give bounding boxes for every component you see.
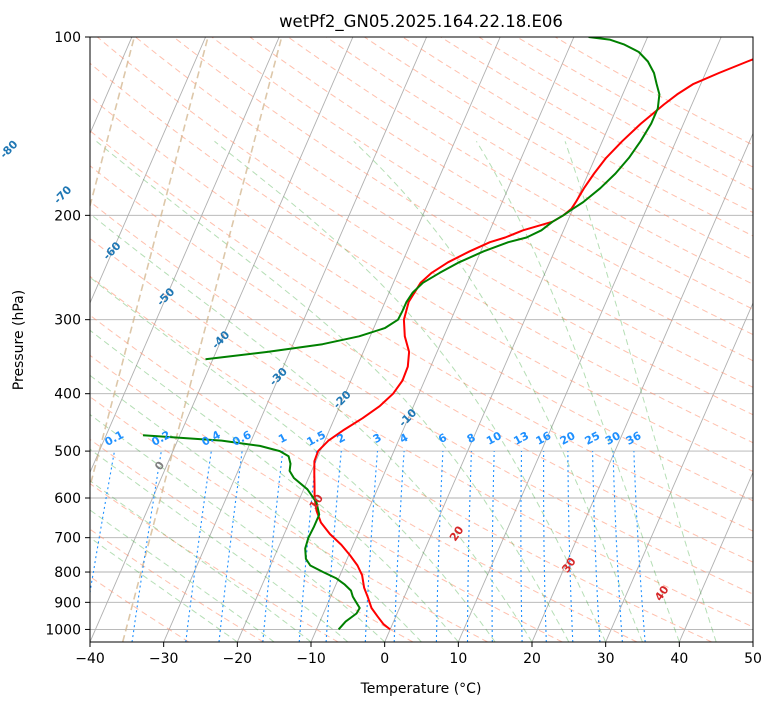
mixing-ratio-line <box>466 451 473 642</box>
x-tick-label: 40 <box>670 651 688 667</box>
dry-adiabat-line <box>364 37 753 261</box>
y-tick-label: 100 <box>54 30 81 46</box>
mixing-ratio-line <box>90 450 116 596</box>
profile-line-1 <box>142 434 361 631</box>
x-tick-label: −30 <box>149 651 179 667</box>
dry-adiabat-line <box>90 200 753 595</box>
isotherm-line <box>163 37 428 642</box>
dry-adiabat-line <box>90 165 753 563</box>
isotherm-line <box>531 132 753 642</box>
mixing-ratio-line <box>185 451 212 642</box>
dry-adiabat-line <box>90 354 563 642</box>
isotherm-line <box>90 37 280 474</box>
mixing-ratio-line <box>364 451 379 642</box>
y-tick-label: 700 <box>54 531 81 547</box>
dry-adiabat-line <box>440 37 753 214</box>
dry-adiabat-line <box>554 37 753 146</box>
data-layer <box>142 37 753 631</box>
x-tick-label: 50 <box>744 651 762 667</box>
dry-adiabat-line <box>90 96 753 502</box>
dry-adiabat-line <box>90 130 753 532</box>
y-tick-label: 400 <box>54 387 81 403</box>
mixing-ratio-line <box>262 451 284 642</box>
y-tick-label: 900 <box>54 595 81 611</box>
dry-adiabat-line <box>516 37 753 168</box>
mixing-ratio-line <box>435 451 444 642</box>
x-tick-label: 20 <box>523 651 541 667</box>
x-tick-label: −40 <box>75 651 105 667</box>
mixing-ratio-line <box>592 451 601 642</box>
mixing-ratio-line <box>491 451 495 642</box>
dry-adiabat-line <box>90 314 638 642</box>
mixing-ratio-line <box>520 451 523 642</box>
mixing-ratio-label: 20 <box>558 429 578 448</box>
reference-curve <box>90 37 209 490</box>
isotherm-line <box>384 37 649 642</box>
y-tick-label: 800 <box>54 565 81 581</box>
mixing-ratio-label: 36 <box>624 429 644 448</box>
y-axis-title: Pressure (hPa) <box>11 290 27 390</box>
isotherm-line <box>457 37 722 642</box>
mixing-ratio-label: 30 <box>603 429 623 448</box>
mixing-ratio-line <box>218 451 243 642</box>
x-tick-label: 10 <box>449 651 467 667</box>
mixing-ratio-label: 10 <box>484 429 504 448</box>
moist-adiabat-line <box>90 480 312 642</box>
mixing-ratio-line <box>612 451 623 642</box>
chart-title: wetPf2_GN05.2025.164.22.18.E06 <box>279 12 563 32</box>
profile-line-2 <box>205 37 661 361</box>
mixing-ratio-line <box>131 451 162 642</box>
isotherm-line <box>678 471 753 642</box>
mixing-ratio-line <box>325 451 342 642</box>
isotherm-line <box>605 301 753 642</box>
moist-adiabat-line <box>214 140 607 642</box>
dry-adiabat-line <box>287 37 753 310</box>
x-tick-label: 30 <box>597 651 615 667</box>
dry-adiabat-line <box>96 37 753 444</box>
mixing-ratio-line <box>543 451 547 642</box>
moist-adiabat-line <box>564 141 717 642</box>
dry-adiabat-line <box>402 37 753 237</box>
x-tick-label: 0 <box>380 651 389 667</box>
moist-adiabat-line <box>90 329 459 642</box>
dry-adiabat-line <box>90 237 753 628</box>
y-tick-label: 300 <box>54 313 81 329</box>
dry-adiabat-line <box>90 62 753 472</box>
y-tick-label: 200 <box>54 208 81 224</box>
moist-adiabat-line <box>353 140 643 642</box>
x-axis-title: Temperature (°C) <box>360 681 482 697</box>
mixing-ratio-label: 25 <box>583 429 603 448</box>
dry-adiabat-line <box>326 37 753 285</box>
isotherm-line <box>236 37 501 642</box>
y-tick-label: 600 <box>54 491 81 507</box>
reference-curve <box>90 37 136 209</box>
y-tick-label: 500 <box>54 444 81 460</box>
mixing-ratio-label: 16 <box>534 429 554 448</box>
dry-adiabat-line <box>90 483 339 642</box>
x-tick-label: −20 <box>223 651 253 667</box>
profile-line-0 <box>313 58 753 631</box>
mixing-ratio-label: 13 <box>511 429 531 448</box>
moist-adiabat-line <box>90 276 496 642</box>
axes: −40 −30 −20 −10 0 10 20 30 40 50 100 200 300 400 500 60… <box>45 30 762 667</box>
dry-adiabat-line <box>478 37 753 191</box>
moist-adiabat-line <box>475 141 680 642</box>
x-tick-label: −10 <box>296 651 326 667</box>
isotherm-line <box>90 37 207 305</box>
mixing-ratio-line <box>567 451 574 642</box>
reference-curve <box>121 37 283 642</box>
moist-adiabat-line <box>90 448 349 642</box>
background-grid <box>90 37 753 642</box>
mixing-ratio-line <box>633 451 646 642</box>
mixing-ratio-line <box>393 451 405 642</box>
y-tick-label: 1000 <box>45 622 81 638</box>
isotherm-line <box>90 37 354 642</box>
mixing-ratio-line <box>298 451 318 642</box>
moist-adiabat-line <box>96 140 570 642</box>
plot-frame <box>89 36 754 643</box>
